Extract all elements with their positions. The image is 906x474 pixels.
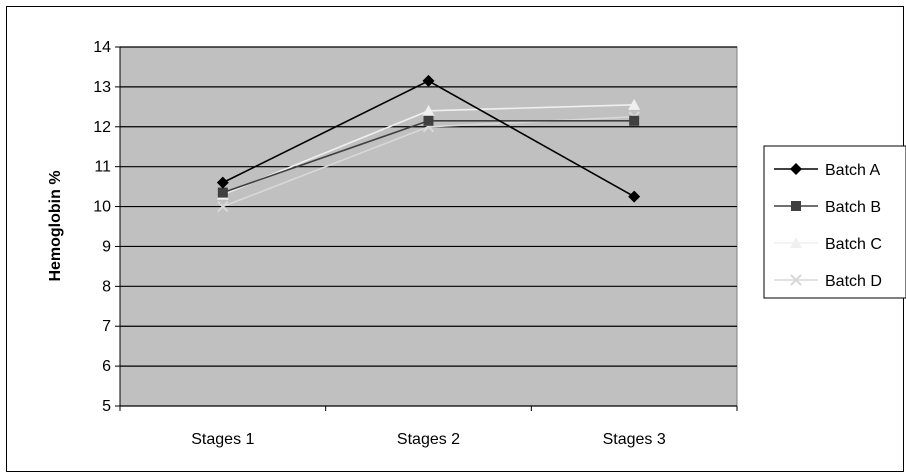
legend-box xyxy=(763,145,906,299)
x-tick-label: Stages 2 xyxy=(397,431,460,448)
data-point-marker xyxy=(423,115,434,126)
legend-label: Batch D xyxy=(825,273,882,290)
data-point-marker xyxy=(790,163,802,175)
legend-entry: Batch A xyxy=(774,162,880,179)
legend-label: Batch A xyxy=(825,162,880,179)
data-point-marker xyxy=(628,190,641,203)
legend-label: Batch B xyxy=(825,199,881,216)
legend-entry: Batch D xyxy=(774,273,882,290)
data-point-marker xyxy=(791,201,801,211)
y-tick-label: 14 xyxy=(93,39,111,56)
data-point-marker xyxy=(790,237,802,248)
y-tick-label: 9 xyxy=(102,238,111,255)
y-axis-label: Hemoglobin % xyxy=(47,170,64,281)
y-axis-ticks: 5 6 7 8 9 10 11 12 13 14 xyxy=(93,39,120,415)
plot-background xyxy=(119,46,738,407)
series-batch-b xyxy=(217,115,640,198)
legend: Batch A Batch B Batch C Batch D xyxy=(763,145,906,299)
legend-entry: Batch C xyxy=(774,236,882,253)
y-tick-label: 13 xyxy=(93,79,111,96)
x-tick-label: Stages 3 xyxy=(603,431,666,448)
y-tick-label: 5 xyxy=(102,398,111,415)
y-tick-label: 6 xyxy=(102,358,111,375)
x-axis-ticks: Stages 1 Stages 2 Stages 3 xyxy=(119,406,738,448)
data-point-marker xyxy=(628,98,641,110)
data-point-marker xyxy=(217,187,228,198)
legend-label: Batch C xyxy=(825,236,882,253)
gridlines xyxy=(120,46,737,367)
plot-area xyxy=(119,46,738,407)
data-point-marker xyxy=(790,274,802,286)
y-tick-label: 10 xyxy=(93,199,111,216)
data-point-marker xyxy=(629,115,640,126)
y-tick-label: 7 xyxy=(102,318,111,335)
y-tick-label: 11 xyxy=(94,159,111,176)
y-tick-label: 8 xyxy=(102,278,111,295)
marker-stroke xyxy=(217,200,229,213)
legend-entry: Batch B xyxy=(774,199,881,216)
y-tick-label: 12 xyxy=(93,119,111,136)
data-point-marker xyxy=(216,176,229,189)
series-layer xyxy=(216,74,641,213)
data-point-marker xyxy=(217,200,229,213)
data-point-marker xyxy=(422,104,435,116)
data-point-marker xyxy=(422,74,435,87)
x-tick-label: Stages 1 xyxy=(191,431,254,448)
series-batch-a xyxy=(216,74,641,203)
marker-stroke xyxy=(790,274,802,286)
axes xyxy=(119,47,737,407)
